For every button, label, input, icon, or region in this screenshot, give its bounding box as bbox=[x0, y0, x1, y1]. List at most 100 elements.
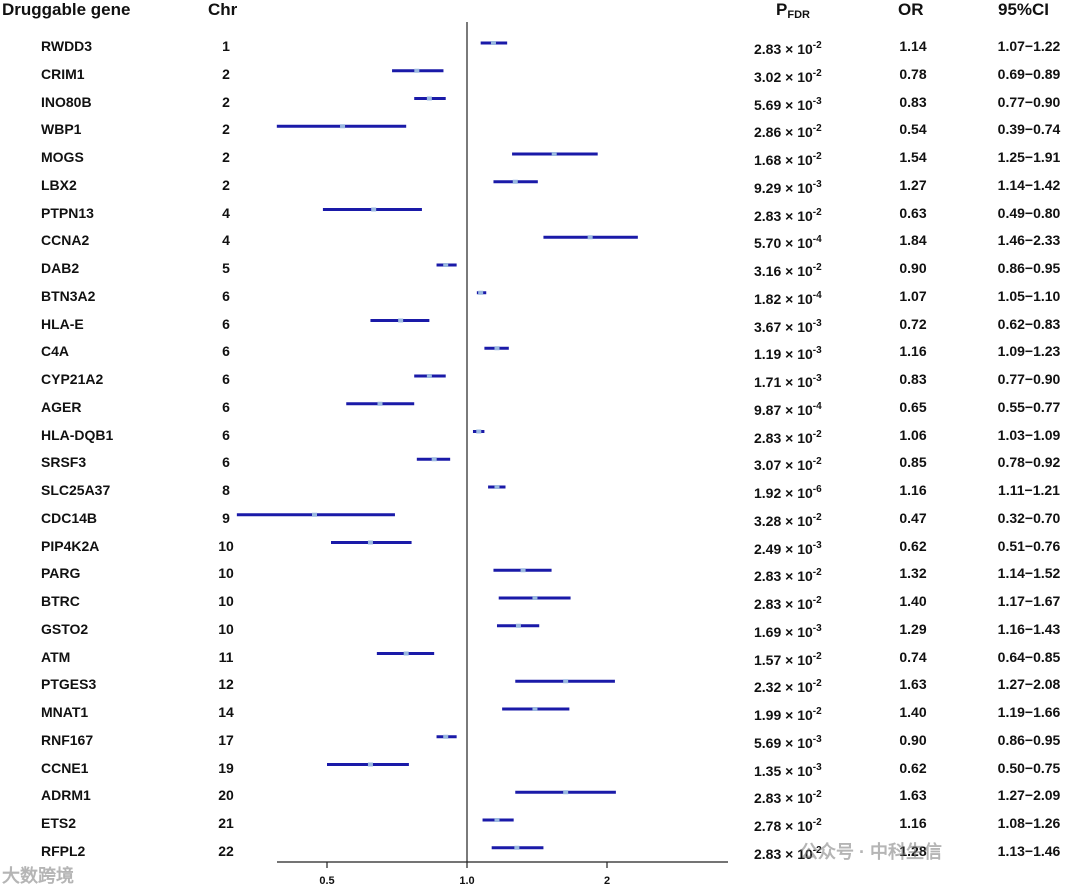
confidence-interval: 1.09−1.23 bbox=[997, 343, 1061, 360]
gene-name: PARG bbox=[41, 565, 81, 582]
p-fdr-exponent: -3 bbox=[812, 317, 822, 329]
odds-ratio: 0.83 bbox=[899, 93, 927, 110]
or-point bbox=[494, 485, 500, 489]
confidence-interval: 0.69−0.89 bbox=[997, 65, 1061, 82]
p-fdr-mantissa: 9.87 bbox=[754, 401, 782, 418]
or-point bbox=[563, 679, 569, 684]
odds-ratio: 0.62 bbox=[899, 759, 927, 776]
x-tick-label: 1.0 bbox=[459, 875, 474, 887]
p-fdr-times: × 10 bbox=[781, 179, 813, 196]
or-point bbox=[532, 707, 538, 711]
p-fdr-times: × 10 bbox=[781, 762, 813, 779]
p-fdr-value: 2.83 × 10-2 bbox=[754, 842, 822, 863]
confidence-interval: 0.78−0.92 bbox=[997, 454, 1061, 471]
p-fdr-value: 3.02 × 10-2 bbox=[754, 65, 822, 86]
p-fdr-mantissa: 2.49 bbox=[754, 540, 782, 557]
p-fdr-exponent: -3 bbox=[812, 178, 822, 190]
odds-ratio: 0.54 bbox=[899, 121, 927, 138]
chromosome: 10 bbox=[218, 565, 234, 582]
table-row: BTRC 10 2.83 × 10-2 1.40 1.17−1.67 bbox=[0, 589, 1080, 616]
confidence-interval: 1.14−1.52 bbox=[997, 565, 1061, 582]
p-fdr-mantissa: 2.83 bbox=[754, 568, 782, 585]
table-row: BTN3A2 6 1.82 × 10-4 1.07 1.05−1.10 bbox=[0, 284, 1080, 311]
p-fdr-value: 2.49 × 10-3 bbox=[754, 537, 822, 558]
p-fdr-exponent: -3 bbox=[812, 95, 822, 107]
gene-name: HLA-DQB1 bbox=[41, 426, 114, 443]
p-fdr-value: 2.83 × 10-2 bbox=[754, 564, 822, 585]
p-fdr-mantissa: 1.35 bbox=[754, 762, 782, 779]
odds-ratio: 0.78 bbox=[899, 65, 927, 82]
p-fdr-exponent: -2 bbox=[812, 844, 822, 856]
or-point bbox=[443, 734, 449, 739]
p-fdr-value: 1.99 × 10-2 bbox=[754, 703, 822, 724]
table-row: MOGS 2 1.68 × 10-2 1.54 1.25−1.91 bbox=[0, 145, 1080, 172]
odds-ratio: 0.90 bbox=[899, 731, 927, 748]
confidence-interval: 1.27−2.08 bbox=[997, 676, 1061, 693]
or-point bbox=[414, 68, 420, 73]
table-row: ETS2 21 2.78 × 10-2 1.16 1.08−1.26 bbox=[0, 811, 1080, 838]
odds-ratio: 1.40 bbox=[899, 593, 927, 609]
header-pfdr-sub: FDR bbox=[787, 9, 810, 21]
chromosome: 10 bbox=[218, 620, 234, 637]
header-pfdr-main: P bbox=[776, 0, 788, 19]
chromosome: 19 bbox=[218, 759, 234, 776]
or-point bbox=[371, 207, 377, 212]
gene-name: CRIM1 bbox=[41, 65, 85, 82]
chromosome: 6 bbox=[222, 371, 230, 387]
gene-name: SLC25A37 bbox=[41, 482, 111, 498]
table-row: GSTO2 10 1.69 × 10-3 1.29 1.16−1.43 bbox=[0, 617, 1080, 644]
p-fdr-value: 2.83 × 10-2 bbox=[754, 426, 822, 447]
p-fdr-exponent: -3 bbox=[812, 539, 822, 551]
odds-ratio: 0.63 bbox=[899, 204, 927, 221]
p-fdr-times: × 10 bbox=[781, 207, 813, 224]
chromosome: 6 bbox=[222, 454, 230, 471]
p-fdr-times: × 10 bbox=[781, 318, 813, 335]
or-point bbox=[476, 429, 482, 434]
p-fdr-times: × 10 bbox=[781, 346, 813, 363]
p-fdr-exponent: -2 bbox=[812, 262, 822, 273]
or-point bbox=[367, 540, 373, 545]
p-fdr-times: × 10 bbox=[781, 623, 813, 640]
p-fdr-mantissa: 1.99 bbox=[754, 707, 782, 723]
odds-ratio: 1.54 bbox=[899, 149, 927, 165]
watermark-left: 大数跨境 bbox=[2, 866, 74, 886]
p-fdr-times: × 10 bbox=[781, 152, 813, 168]
gene-name: WBP1 bbox=[41, 121, 82, 138]
p-fdr-exponent: -2 bbox=[812, 206, 822, 218]
odds-ratio: 1.28 bbox=[899, 842, 927, 859]
confidence-interval: 1.03−1.09 bbox=[997, 426, 1061, 443]
p-fdr-times: × 10 bbox=[781, 263, 813, 279]
chromosome: 21 bbox=[218, 815, 234, 831]
chromosome: 5 bbox=[222, 260, 230, 276]
table-row: SRSF3 6 3.07 × 10-2 0.85 0.78−0.92 bbox=[0, 450, 1080, 477]
odds-ratio: 0.83 bbox=[899, 371, 927, 387]
table-row: PTPN13 4 2.83 × 10-2 0.63 0.49−0.80 bbox=[0, 201, 1080, 228]
chromosome: 4 bbox=[222, 204, 230, 221]
table-row: RNF167 17 5.69 × 10-3 0.90 0.86−0.95 bbox=[0, 728, 1080, 755]
chromosome: 6 bbox=[222, 343, 230, 360]
p-fdr-times: × 10 bbox=[781, 512, 813, 529]
gene-name: ETS2 bbox=[41, 815, 77, 831]
gene-name: MOGS bbox=[41, 149, 84, 165]
p-fdr-exponent: -2 bbox=[812, 123, 822, 135]
odds-ratio: 1.40 bbox=[899, 704, 927, 720]
p-fdr-value: 2.32 × 10-2 bbox=[754, 675, 822, 696]
table-row: PTGES3 12 2.32 × 10-2 1.63 1.27−2.08 bbox=[0, 672, 1080, 699]
p-fdr-mantissa: 5.70 bbox=[754, 235, 782, 252]
p-fdr-times: × 10 bbox=[781, 540, 813, 557]
p-fdr-exponent: -4 bbox=[812, 289, 822, 301]
confidence-interval: 0.86−0.95 bbox=[997, 731, 1061, 748]
p-fdr-exponent: -2 bbox=[812, 817, 822, 828]
gene-name: CCNE1 bbox=[41, 759, 89, 776]
confidence-interval: 1.16−1.43 bbox=[997, 620, 1061, 637]
p-fdr-value: 5.69 × 10-3 bbox=[754, 731, 822, 752]
odds-ratio: 1.06 bbox=[899, 426, 927, 443]
p-fdr-mantissa: 1.82 bbox=[754, 290, 782, 307]
confidence-interval: 0.55−0.77 bbox=[997, 398, 1061, 415]
p-fdr-mantissa: 1.69 bbox=[754, 623, 782, 640]
confidence-interval: 0.86−0.95 bbox=[997, 260, 1061, 276]
p-fdr-exponent: -2 bbox=[812, 428, 822, 440]
gene-name: RNF167 bbox=[41, 731, 94, 748]
chromosome: 10 bbox=[218, 537, 234, 554]
table-row: CYP21A2 6 1.71 × 10-3 0.83 0.77−0.90 bbox=[0, 367, 1080, 394]
